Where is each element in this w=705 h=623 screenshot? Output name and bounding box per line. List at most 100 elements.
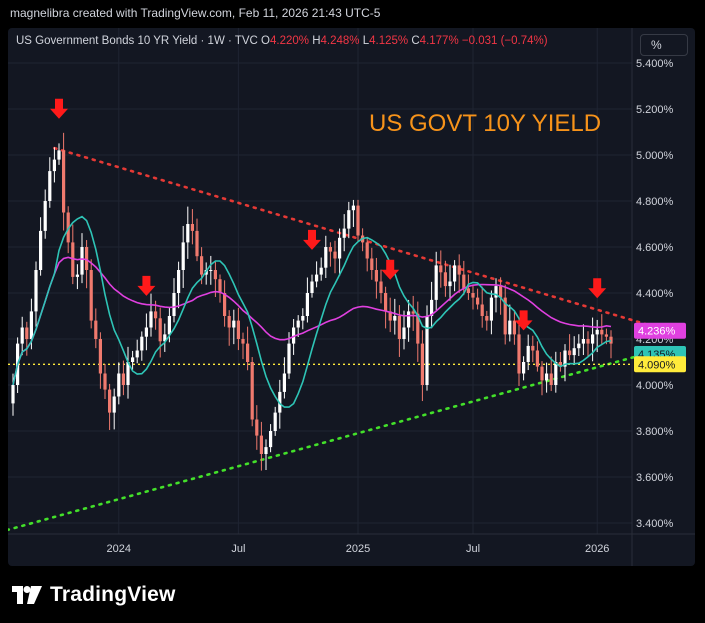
level-price-label-bg [634,356,686,373]
candle-body [62,150,66,213]
x-tick-label: Jul [466,543,480,555]
candle-body [246,343,250,362]
candle-body [223,293,227,316]
down-arrow-marker [303,229,321,250]
candle-body [411,311,415,314]
candle-body [103,373,107,390]
candle-body [108,389,112,413]
candle-body [581,339,585,344]
candle-body [305,293,309,316]
y-tick-label: 4.600% [636,242,674,254]
x-tick-label: Jul [231,543,245,555]
candle-body [186,224,190,243]
candle-body [121,373,125,385]
candle-body [333,251,337,259]
candle-body [200,256,204,275]
support-trendline [8,346,668,532]
candle-body [379,281,383,293]
down-arrow-marker [588,278,607,299]
candle-body [273,412,277,431]
candle-body [453,265,457,282]
slow-moving-average [12,256,612,386]
candle-body [11,385,15,404]
candle-body [75,274,79,277]
candle-body [347,210,351,229]
candle-body [370,258,374,270]
candle-body [531,345,535,351]
candle-body [540,366,544,381]
candle-body [296,320,300,328]
candle-body [466,288,470,293]
candle-body [351,205,355,211]
candle-body [448,281,452,287]
candle-body [480,304,484,316]
candle-body [425,316,429,385]
candle-body [34,270,38,312]
candle-body [374,270,378,282]
candle-body [264,447,268,454]
candle-body [342,228,346,238]
open-value: 4.220% [269,35,309,47]
candle-body [213,270,217,280]
trend-lines [8,146,668,532]
candle-body [167,316,171,335]
y-tick-label: 5.400% [636,58,674,70]
candle-body [388,311,392,321]
candle-body [112,396,116,413]
candle-body [439,265,443,273]
y-tick-label: 4.000% [636,380,674,392]
candle-body [250,362,254,420]
symbol-title: US Government Bonds 10 YR Yield · 1W · T… [16,35,258,47]
candle-body [80,247,84,275]
candle-body [604,334,608,337]
down-arrow-marker [514,310,533,331]
candle-body [241,339,245,344]
candle-body [255,419,259,436]
down-arrow-marker [381,259,400,280]
candle-body [195,230,199,257]
candle-body [282,373,286,392]
price-labels: 4.236%4.135%4.090% [634,322,686,373]
candle-body [319,267,323,275]
candle-body [259,435,263,454]
candle-body [443,272,447,287]
candle-body [177,270,181,293]
y-tick-label: 4.800% [636,196,674,208]
y-tick-label: 5.000% [636,150,674,162]
candle-body [489,297,493,321]
candle-body [29,311,33,339]
candle-body [292,327,296,344]
candle-body [535,350,539,367]
candle-body [457,265,461,275]
candle-body [420,343,424,385]
candle-body [190,224,194,231]
candle-body [126,362,130,385]
candle-body [476,297,480,305]
candle-body [57,150,61,160]
candle-body [609,336,613,344]
candle-body [328,247,332,252]
candle-body [600,329,604,335]
candle-body [98,339,102,374]
candle-body [512,320,516,335]
axes: 5.400%5.200%5.000%4.800%4.600%4.400%4.20… [8,28,695,566]
candle-body [522,362,526,374]
candle-body [365,242,369,259]
percent-scale-button[interactable]: % [640,34,688,56]
candle-body [324,247,328,268]
tradingview-logo[interactable]: TradingView [12,583,176,607]
change-value: −0.031 (−0.74%) [461,35,548,47]
candle-body [595,329,599,335]
candle-body [43,201,47,231]
candle-body [526,345,530,362]
price-chart[interactable]: 5.400%5.200%5.000%4.800%4.600%4.400%4.20… [8,28,695,566]
candle-body [545,373,549,381]
candle-body [563,350,567,367]
chart-panel[interactable]: 5.400% 5.200% 5.000% 4.800% 4.600% 4.400% 4.20… [8,28,695,566]
candle-body [48,171,52,201]
candle-body [232,320,236,328]
open-key: O [261,35,270,47]
candle-body [586,339,590,344]
candle-body [144,327,148,337]
candle-body [517,334,521,374]
